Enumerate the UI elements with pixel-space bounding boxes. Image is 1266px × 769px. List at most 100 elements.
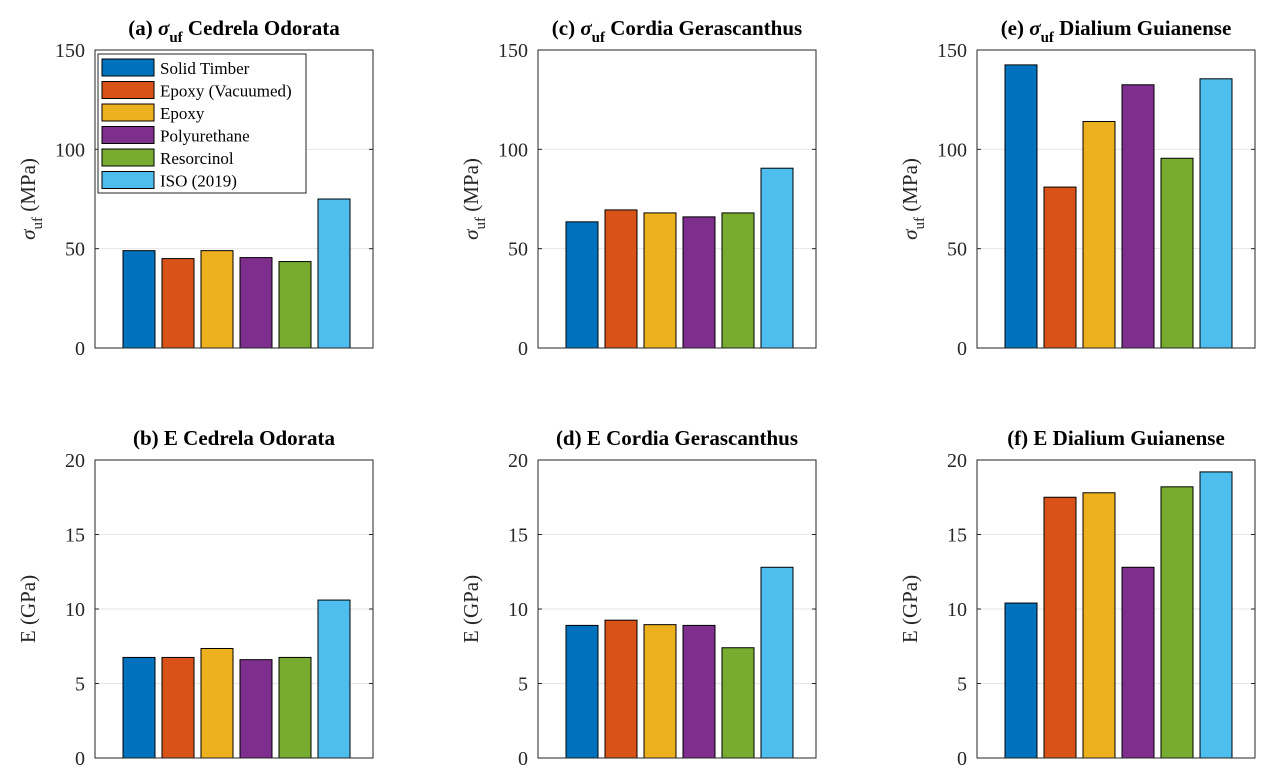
bar-c-4: [682, 216, 716, 349]
bar-f-4: [1121, 566, 1155, 759]
y-tick-label: 150: [498, 40, 528, 62]
legend-swatch: [101, 58, 155, 77]
legend-label: Solid Timber: [160, 59, 250, 78]
y-tick-label: 15: [65, 525, 85, 547]
legend: Solid Timber Epoxy (Vacuumed) Epoxy Polyure…: [97, 53, 307, 194]
y-tick-label: 0: [518, 338, 528, 360]
y-tick-label: 100: [498, 139, 528, 161]
bar-b-3: [200, 647, 234, 759]
bar-d-4: [682, 624, 716, 759]
bar-e-2: [1043, 186, 1077, 349]
y-tick-label: 0: [518, 748, 528, 769]
bar-a-4: [239, 257, 273, 349]
y-axis-label: E (GPa): [16, 575, 40, 643]
bar-f-6: [1199, 471, 1233, 759]
bar-d-5: [721, 647, 755, 759]
legend-label: Polyurethane: [160, 127, 250, 146]
bar-c-3: [643, 212, 677, 349]
chart-panel-c: 0 50 100 150 (c) σuf Cordia Gerascanthus σuf …: [459, 16, 817, 360]
bar-b-2: [161, 656, 195, 759]
bar-b-4: [239, 659, 273, 759]
bar-e-6: [1199, 78, 1233, 349]
y-axis-label: E (GPa): [898, 575, 922, 643]
bar-e-1: [1004, 64, 1038, 349]
y-tick-label: 100: [937, 139, 967, 161]
y-tick-label: 10: [65, 599, 85, 621]
bar-b-5: [278, 656, 312, 759]
bar-d-1: [565, 624, 599, 759]
legend-label: Epoxy: [160, 104, 205, 123]
legend-label: ISO (2019): [160, 172, 237, 191]
y-tick-label: 150: [937, 40, 967, 62]
legend-box: [97, 53, 307, 194]
chart-title: (a) σuf Cedrela Odorata: [128, 16, 340, 46]
bar-c-5: [721, 212, 755, 349]
chart-title: (d) E Cordia Gerascanthus: [556, 426, 798, 450]
axes-frame: [94, 49, 374, 349]
bar-c-6: [760, 167, 794, 349]
axes-frame: [976, 49, 1256, 349]
axes-frame: [94, 459, 374, 759]
y-tick-label: 5: [957, 674, 967, 696]
bar-b-6: [317, 599, 351, 759]
y-tick-label: 0: [75, 338, 85, 360]
y-tick-label: 5: [75, 674, 85, 696]
legend-label: Resorcinol: [160, 149, 234, 168]
bar-f-5: [1160, 486, 1194, 759]
y-tick-label: 100: [55, 139, 85, 161]
axes-frame: [537, 459, 817, 759]
chart-panel-b: 0 5 10 15 20 (b) E Cedrela Odorata E (GPa): [16, 426, 374, 769]
bar-e-4: [1121, 84, 1155, 349]
chart-title: (b) E Cedrela Odorata: [133, 426, 336, 450]
y-tick-label: 50: [508, 239, 528, 261]
bar-a-6: [317, 198, 351, 349]
bar-a-5: [278, 261, 312, 349]
y-axis-label: E (GPa): [459, 575, 483, 643]
legend-swatch: [101, 81, 155, 99]
bar-b-1: [122, 656, 156, 759]
y-tick-label: 0: [957, 748, 967, 769]
bar-f-2: [1043, 496, 1077, 759]
legend-swatch: [101, 171, 155, 189]
bar-f-1: [1004, 602, 1038, 759]
bar-d-6: [760, 566, 794, 759]
y-tick-label: 20: [947, 450, 967, 472]
y-tick-label: 50: [65, 239, 85, 261]
y-tick-label: 20: [65, 450, 85, 472]
bar-e-3: [1082, 121, 1116, 349]
bar-d-3: [643, 624, 677, 759]
y-tick-label: 50: [947, 239, 967, 261]
bar-a-1: [122, 250, 156, 349]
legend-swatch: [101, 126, 155, 144]
legend-label: Epoxy (Vacuumed): [160, 82, 292, 101]
chart-title: (c) σuf Cordia Gerascanthus: [552, 16, 802, 46]
legend-swatch: [101, 148, 155, 167]
chart-title: (f) E Dialium Guianense: [1007, 426, 1225, 450]
y-axis-label: σuf (MPa): [459, 158, 489, 240]
bar-a-3: [200, 250, 234, 349]
bar-a-2: [161, 258, 195, 349]
bar-d-2: [604, 619, 638, 759]
y-tick-label: 15: [508, 525, 528, 547]
y-axis-label: σuf (MPa): [16, 158, 46, 240]
y-tick-label: 0: [957, 338, 967, 360]
chart-title: (e) σuf Dialium Guianense: [1001, 16, 1232, 46]
legend-swatch: [101, 103, 155, 122]
y-tick-label: 10: [508, 599, 528, 621]
y-tick-label: 10: [947, 599, 967, 621]
bar-c-2: [604, 209, 638, 349]
y-tick-label: 150: [55, 40, 85, 62]
y-axis-label: σuf (MPa): [898, 158, 928, 240]
y-tick-label: 0: [75, 748, 85, 769]
y-tick-label: 20: [508, 450, 528, 472]
chart-panel-e: 0 50 100 150 (e) σuf Dialium Guianense σuf (M…: [898, 16, 1256, 360]
axes-frame: [976, 459, 1256, 759]
bar-e-5: [1160, 157, 1194, 349]
bar-f-3: [1082, 492, 1116, 759]
axes-frame: [537, 49, 817, 349]
y-tick-label: 5: [518, 674, 528, 696]
y-tick-label: 15: [947, 525, 967, 547]
bar-c-1: [565, 221, 599, 349]
chart-panel-d: 0 5 10 15 20 (d) E Cordia Gerascanthus E (GPa): [459, 426, 817, 769]
